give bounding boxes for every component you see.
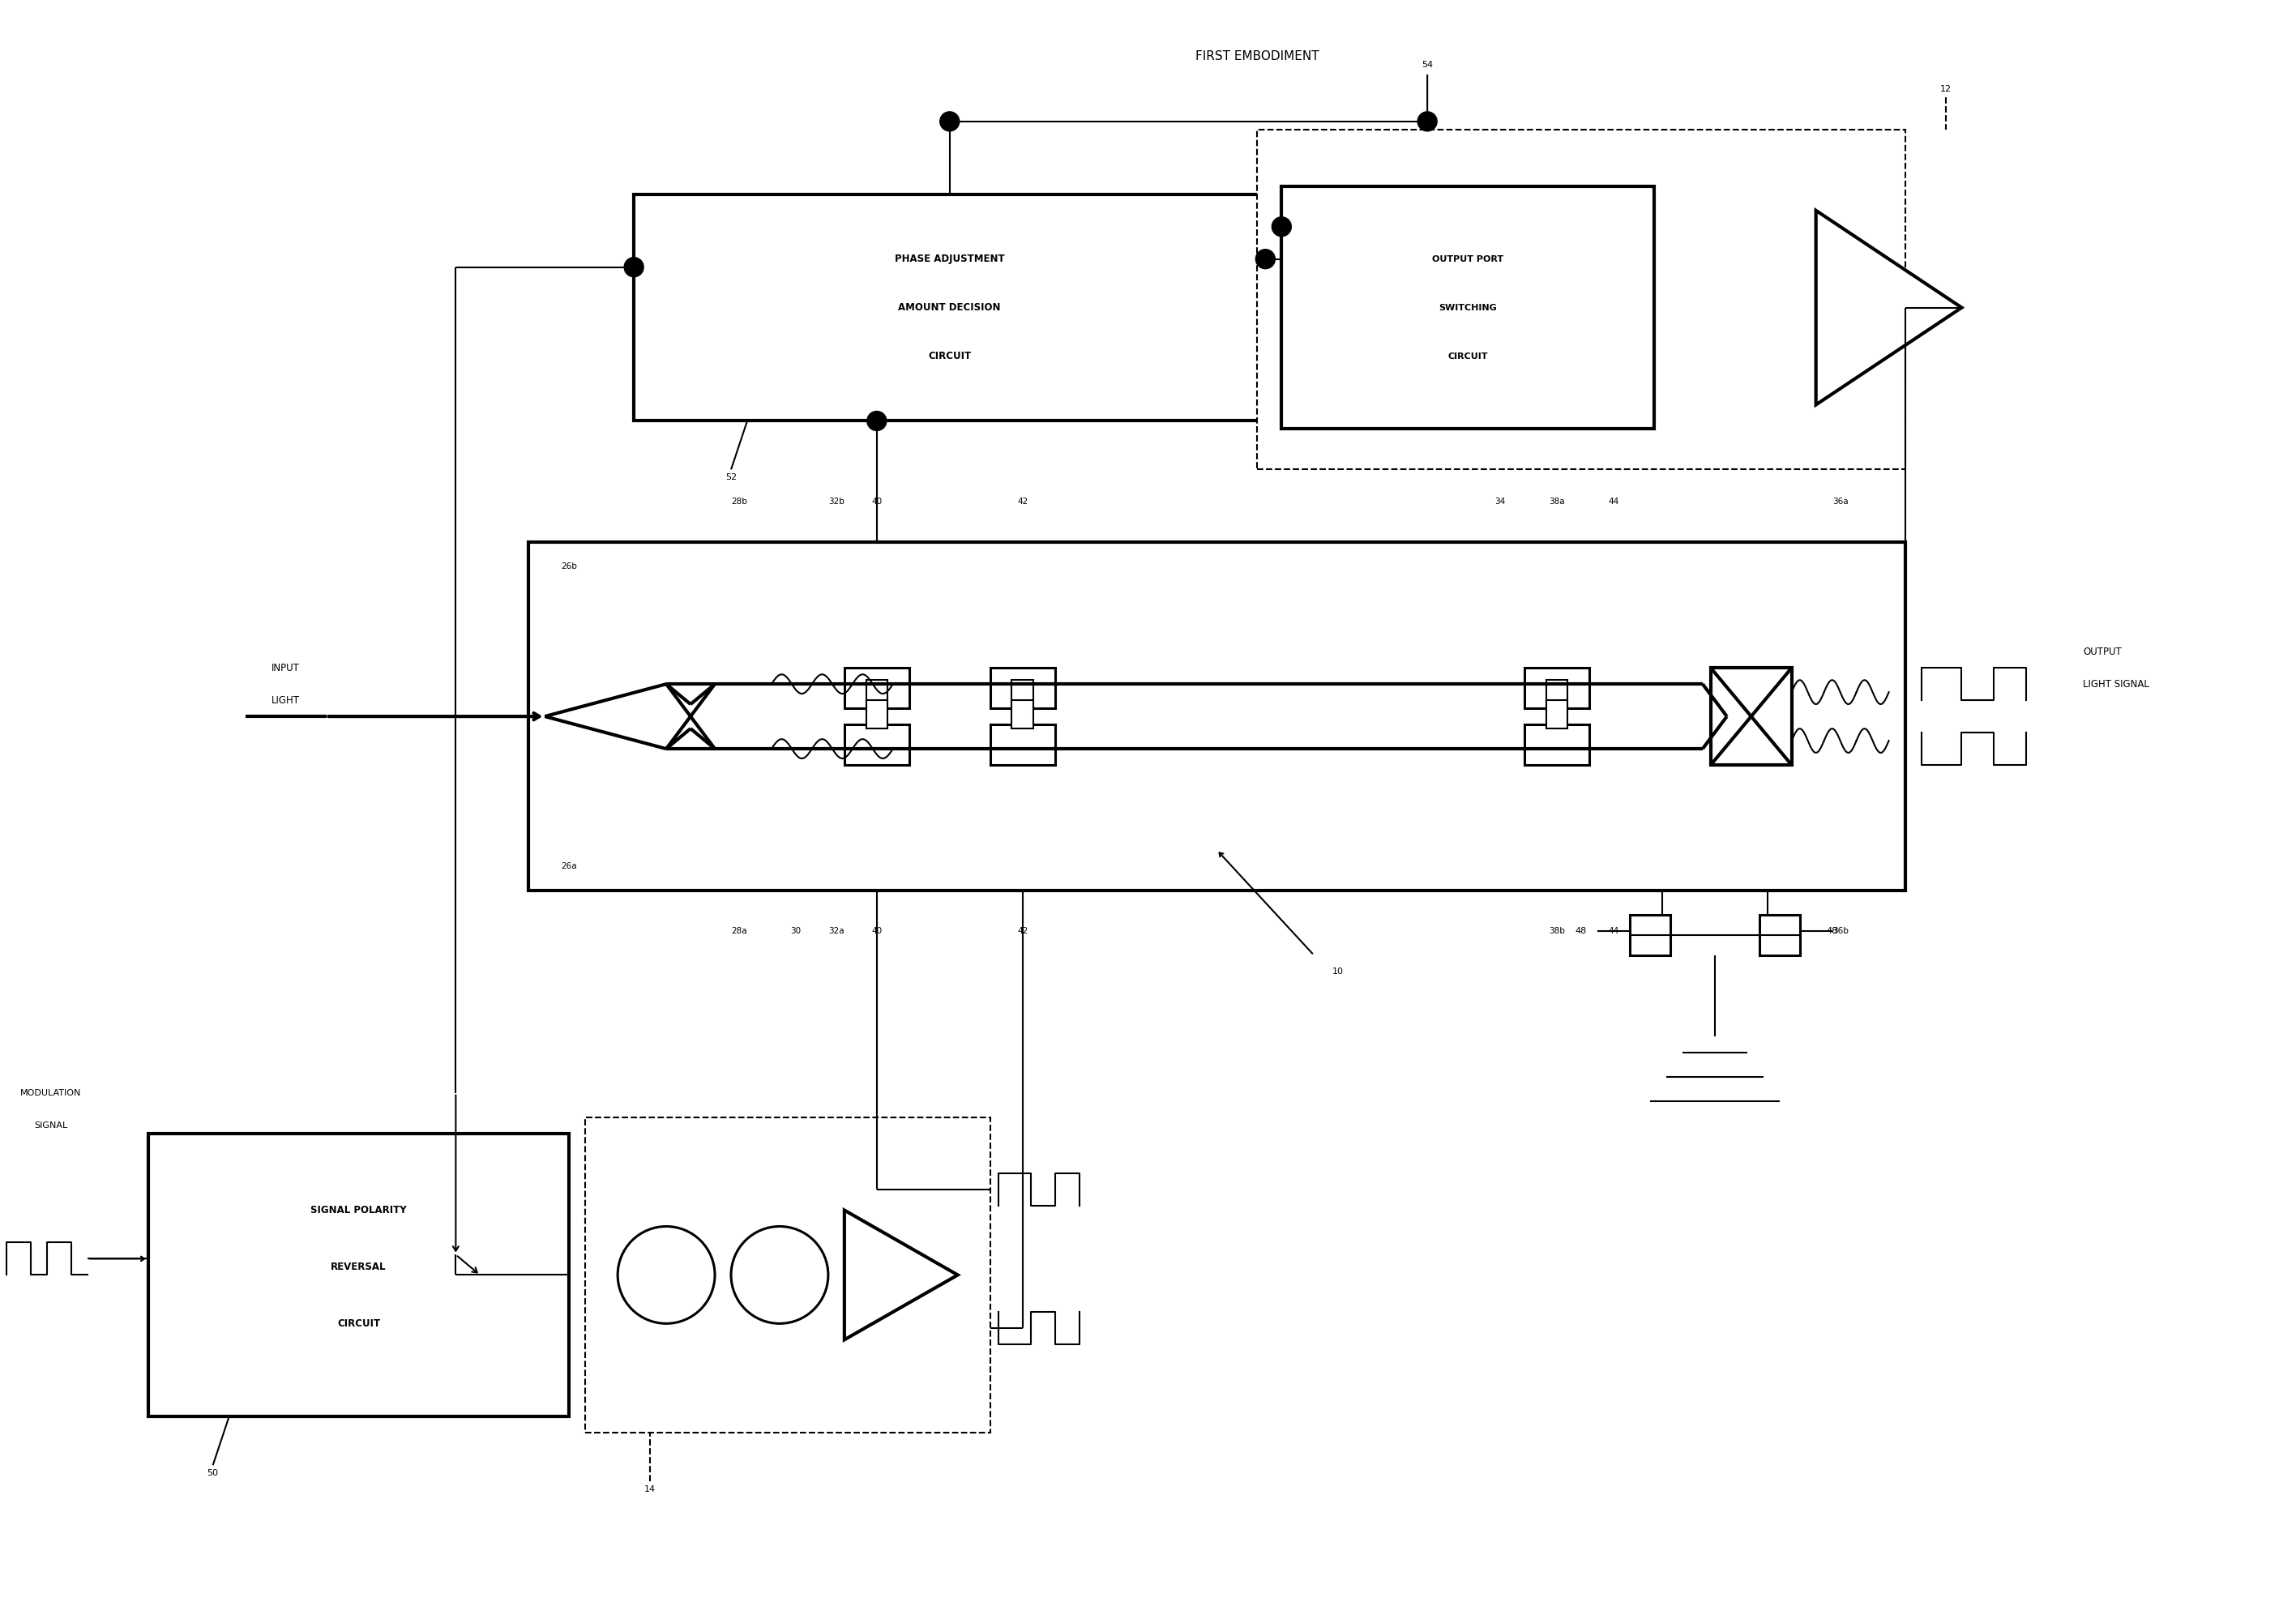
Text: MODULATION: MODULATION xyxy=(21,1088,80,1098)
Text: 38b: 38b xyxy=(1550,926,1566,936)
Bar xyxy=(1711,669,1791,766)
Text: 52: 52 xyxy=(726,473,737,482)
Text: PHASE ADJUSTMENT: PHASE ADJUSTMENT xyxy=(895,254,1006,264)
Text: 50: 50 xyxy=(207,1468,218,1478)
Text: 44: 44 xyxy=(1607,497,1619,507)
Text: 28a: 28a xyxy=(730,926,746,936)
Text: 36a: 36a xyxy=(1832,497,1848,507)
Bar xyxy=(866,680,889,709)
Text: LIGHT: LIGHT xyxy=(271,695,301,706)
Bar xyxy=(528,542,1906,890)
Text: AMOUNT DECISION: AMOUNT DECISION xyxy=(898,303,1001,312)
Bar xyxy=(1258,130,1906,470)
Text: 26b: 26b xyxy=(560,562,576,572)
Bar xyxy=(1013,680,1033,709)
Bar xyxy=(634,194,1265,421)
Bar xyxy=(1525,725,1589,766)
Text: 32a: 32a xyxy=(829,926,845,936)
Circle shape xyxy=(868,411,886,431)
Text: OUTPUT: OUTPUT xyxy=(2082,646,2122,657)
Text: 40: 40 xyxy=(872,497,882,507)
Text: 54: 54 xyxy=(1421,60,1433,70)
Text: 10: 10 xyxy=(1332,967,1343,976)
Text: LIGHT SIGNAL: LIGHT SIGNAL xyxy=(2082,678,2149,690)
Text: OUTPUT PORT: OUTPUT PORT xyxy=(1433,254,1504,264)
Text: 38a: 38a xyxy=(1550,497,1566,507)
Text: REVERSAL: REVERSAL xyxy=(331,1261,386,1273)
Polygon shape xyxy=(845,1211,957,1341)
Bar xyxy=(585,1117,990,1433)
Text: 32b: 32b xyxy=(829,497,845,507)
Text: CIRCUIT: CIRCUIT xyxy=(928,351,971,361)
Circle shape xyxy=(939,112,960,131)
Text: 26a: 26a xyxy=(560,861,576,871)
Circle shape xyxy=(625,257,643,277)
Text: FIRST EMBODIMENT: FIRST EMBODIMENT xyxy=(1196,50,1320,63)
Circle shape xyxy=(1256,249,1274,269)
Text: 30: 30 xyxy=(790,926,801,936)
Text: 34: 34 xyxy=(1495,497,1506,507)
Bar xyxy=(1545,699,1568,729)
Bar xyxy=(1525,667,1589,709)
Text: 14: 14 xyxy=(645,1485,657,1494)
Circle shape xyxy=(1272,217,1290,236)
Text: SIGNAL POLARITY: SIGNAL POLARITY xyxy=(310,1205,406,1216)
Text: INPUT: INPUT xyxy=(271,662,301,674)
Text: CIRCUIT: CIRCUIT xyxy=(1449,351,1488,361)
Bar xyxy=(1630,915,1669,955)
Bar xyxy=(866,699,889,729)
Bar xyxy=(990,667,1054,709)
Bar xyxy=(1759,915,1800,955)
Text: 42: 42 xyxy=(1017,497,1029,507)
Bar xyxy=(1281,186,1653,429)
Text: 42: 42 xyxy=(1017,926,1029,936)
Text: 48: 48 xyxy=(1825,926,1837,936)
Polygon shape xyxy=(1816,210,1961,405)
Text: 44: 44 xyxy=(1607,926,1619,936)
Bar xyxy=(990,725,1054,766)
Bar xyxy=(845,667,909,709)
Text: CIRCUIT: CIRCUIT xyxy=(338,1318,381,1329)
Text: SWITCHING: SWITCHING xyxy=(1440,303,1497,312)
Bar xyxy=(845,725,909,766)
Text: 48: 48 xyxy=(1575,926,1587,936)
Text: 40: 40 xyxy=(872,926,882,936)
Text: 28b: 28b xyxy=(730,497,746,507)
Text: 12: 12 xyxy=(1940,84,1952,94)
Text: 36b: 36b xyxy=(1832,926,1848,936)
Bar xyxy=(1545,680,1568,709)
Bar xyxy=(149,1133,569,1417)
Circle shape xyxy=(1417,112,1437,131)
Bar xyxy=(1013,699,1033,729)
Text: SIGNAL: SIGNAL xyxy=(34,1120,67,1130)
